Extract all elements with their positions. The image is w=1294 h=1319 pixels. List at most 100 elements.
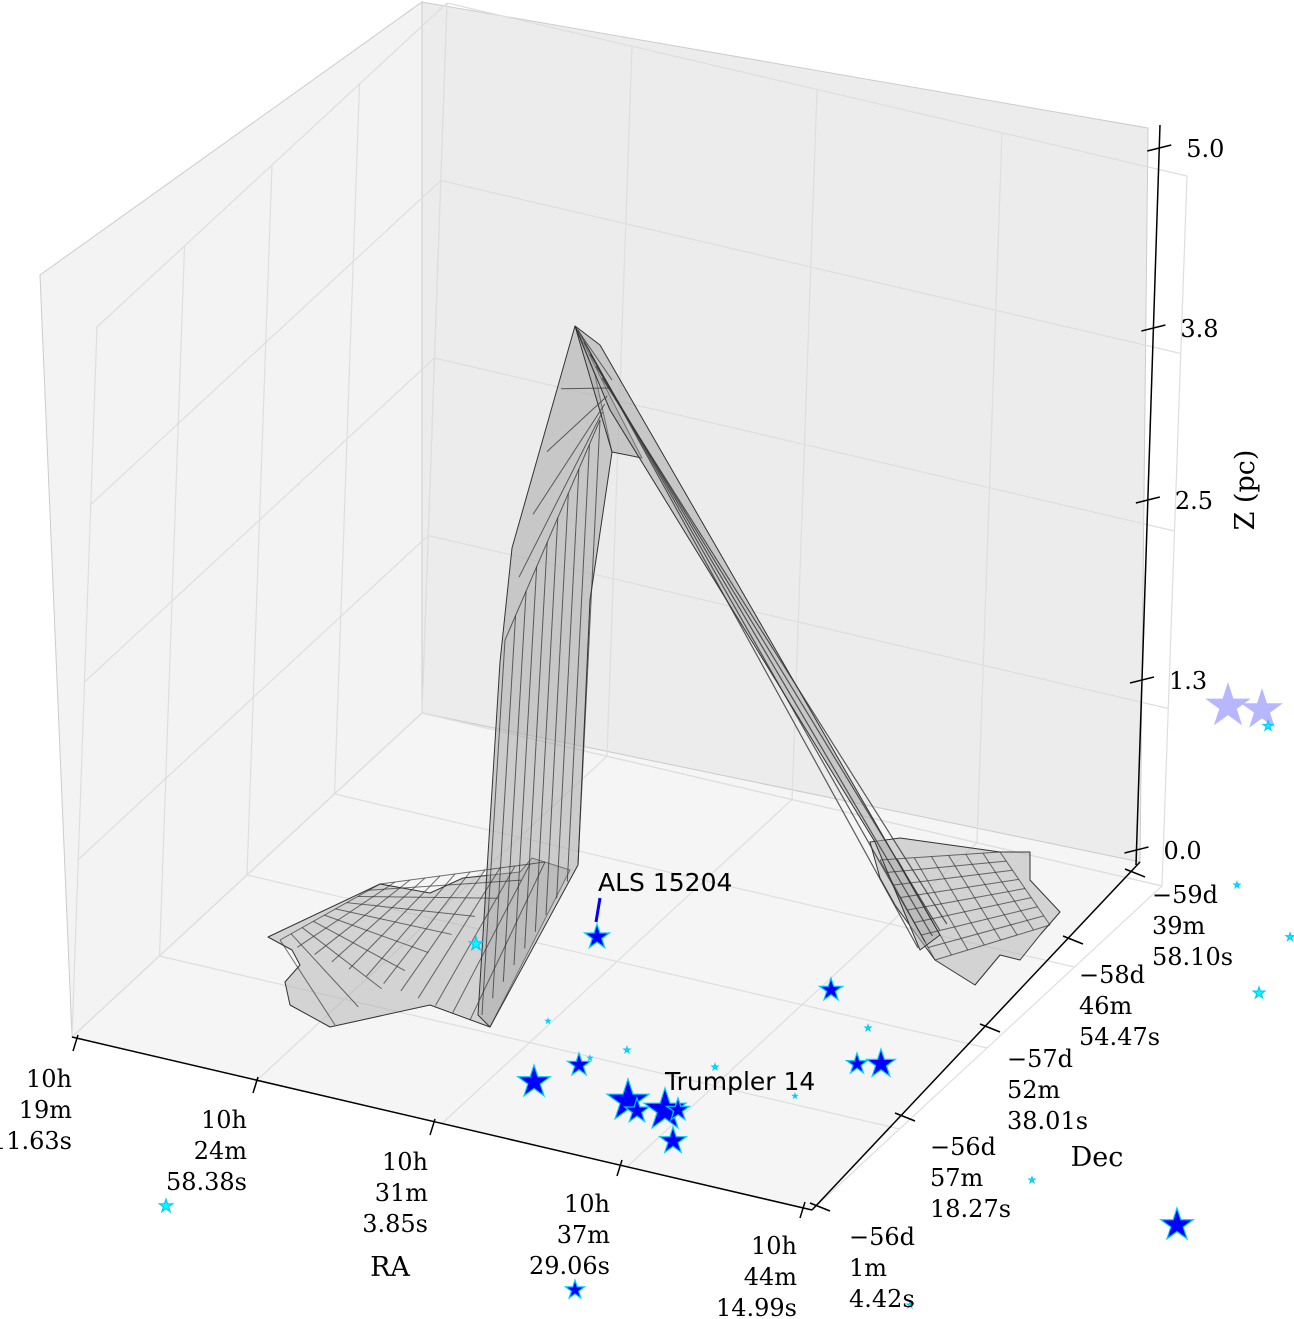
dec-axis-line xyxy=(811,861,1141,1211)
star-marker xyxy=(159,1199,172,1212)
mesh-line xyxy=(346,902,476,917)
ra-tick-label: 10h 44m 14.99s xyxy=(716,1232,797,1319)
dec-tick-label-line: 1m xyxy=(849,1254,887,1282)
ra-tick-mark xyxy=(429,1118,436,1136)
ra-tick-label-line: 11.63s xyxy=(0,1127,72,1155)
mesh-line xyxy=(383,871,471,984)
ra-tick-label-line: 10h xyxy=(201,1106,247,1134)
mesh-line xyxy=(545,493,569,916)
ra-tick-mark xyxy=(799,1201,806,1219)
floor-gridline xyxy=(334,793,1075,968)
dec-tick-label: −59d 39m 58.10s xyxy=(1152,881,1233,971)
mesh-line xyxy=(452,863,531,1013)
ra-tick-label-line: 37m xyxy=(557,1221,611,1249)
ra-tick-label-line: 44m xyxy=(744,1263,798,1291)
ra-tick-label: 10h 37m 29.06s xyxy=(529,1190,610,1280)
annotation-als-15204: ALS 15204 xyxy=(598,868,732,897)
mesh-line xyxy=(279,939,336,1026)
dec-tick-label-line: −57d xyxy=(1007,1045,1073,1073)
mesh-line xyxy=(532,403,606,515)
mesh-line xyxy=(577,329,919,949)
ra-tick-label-line: 31m xyxy=(375,1179,429,1207)
star-marker xyxy=(1253,987,1264,998)
mesh-line xyxy=(313,920,406,972)
mesh-line xyxy=(534,517,559,932)
dec-tick-label-line: −59d xyxy=(1152,881,1218,909)
mesh-line xyxy=(524,542,548,949)
back-wall-gridline xyxy=(976,132,1003,843)
ra-tick-label-line: 10h xyxy=(751,1232,797,1260)
dec-tick-label: −56d 57m 18.27s xyxy=(930,1133,1011,1223)
mesh-line xyxy=(301,927,382,990)
z-axis-ticks: 0.0 1.3 2.5 3.8 5.0 xyxy=(1124,135,1224,865)
mesh-line xyxy=(913,857,969,951)
mesh-line xyxy=(290,933,359,1008)
dec-tick-label: −57d 52m 38.01s xyxy=(1007,1045,1088,1135)
floor-gridline xyxy=(246,874,988,1049)
mesh-line xyxy=(417,867,501,999)
mesh-line xyxy=(589,353,933,937)
mesh-line xyxy=(982,852,1034,931)
star-marker xyxy=(1161,1208,1193,1239)
mesh-line xyxy=(481,639,506,1016)
mesh-line xyxy=(335,908,452,935)
mesh-line xyxy=(379,861,546,885)
mesh-line xyxy=(893,869,1013,886)
z-axis-line xyxy=(1135,124,1161,866)
mesh-line xyxy=(927,915,1044,948)
ra-tick-label-line: 24m xyxy=(194,1137,248,1165)
mesh-line xyxy=(368,879,522,891)
dec-axis-title: Dec xyxy=(1071,1142,1124,1173)
dec-tick-label-line: 58.10s xyxy=(1152,943,1233,971)
dec-tick-label-line: 52m xyxy=(1007,1076,1061,1104)
dec-tick-mark xyxy=(809,1202,831,1212)
floor-gridline xyxy=(811,885,1163,1211)
mesh-line xyxy=(348,875,441,970)
dec-tick-label-line: −56d xyxy=(930,1133,996,1161)
dec-tick-mark xyxy=(1124,868,1146,878)
star-marker xyxy=(1232,880,1242,889)
z-tick-label: 2.5 xyxy=(1175,487,1213,515)
mesh-line xyxy=(900,878,1019,898)
mesh-line xyxy=(948,855,1002,941)
mesh-line xyxy=(546,395,608,452)
mesh-line xyxy=(324,914,429,954)
mesh-line xyxy=(601,377,948,925)
mesh-line xyxy=(502,591,527,982)
als-pointer-line xyxy=(594,897,602,923)
mesh-line xyxy=(331,877,426,963)
ra-tick-label-line: 58.38s xyxy=(166,1168,247,1196)
ra-tick-mark xyxy=(616,1159,623,1177)
ra-tick-label-line: 29.06s xyxy=(529,1252,610,1280)
z-axis-title: Z (pc) xyxy=(1230,450,1261,531)
dec-tick-label-line: −56d xyxy=(849,1223,915,1251)
dec-tick-label-line: −58d xyxy=(1079,961,1145,989)
dec-tick-label-line: 38.01s xyxy=(1007,1107,1088,1135)
dec-tick-label-line: 39m xyxy=(1152,912,1206,940)
ra-axis-ticks: 10h 19m 11.63s 10h 24m 58.38s 10h 31m 3.85s 10h 37… xyxy=(0,1034,806,1319)
ra-axis-line xyxy=(71,1036,813,1211)
mesh-line xyxy=(914,897,1032,923)
z-tick-mark xyxy=(1141,324,1166,332)
mesh-line xyxy=(999,851,1051,926)
mesh-line xyxy=(583,341,926,943)
mesh-line xyxy=(492,615,517,999)
mesh-line xyxy=(934,924,1051,961)
ra-tick-label-line: 3.85s xyxy=(362,1210,428,1238)
dec-tick-mark xyxy=(979,1023,1001,1033)
mesh-line xyxy=(965,854,1018,936)
ra-tick-label-line: 14.99s xyxy=(716,1294,797,1319)
star-marker xyxy=(1284,931,1294,943)
z-tick-label: 5.0 xyxy=(1186,135,1224,163)
dec-tick-label-line: 4.42s xyxy=(849,1285,915,1313)
mesh-line xyxy=(400,869,486,992)
dec-tick-label-line: 54.47s xyxy=(1079,1023,1160,1051)
dec-axis-ticks: −56d 1m 4.42s −56d 57m 18.27s −57d 52m 38.01s −58… xyxy=(809,868,1233,1313)
z-tick-label: 3.8 xyxy=(1180,315,1218,343)
mesh-line xyxy=(504,419,601,641)
dec-tick-label-line: 18.27s xyxy=(930,1195,1011,1223)
mesh-line xyxy=(930,856,985,946)
dec-tick-mark xyxy=(1062,935,1084,945)
mesh-line xyxy=(907,888,1026,911)
ra-tick-label-line: 10h xyxy=(382,1148,428,1176)
